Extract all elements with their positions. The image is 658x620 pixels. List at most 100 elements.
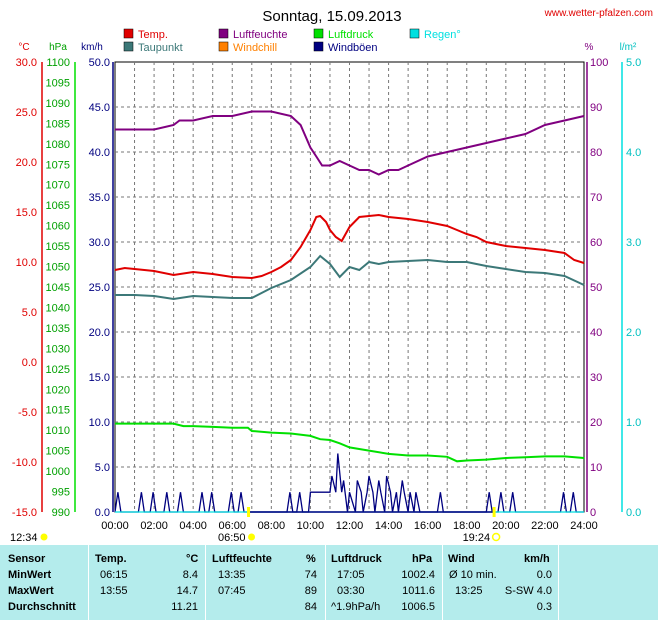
temp-tick-label: 10.0 [16,257,37,269]
legend-label: Regen° [424,29,461,41]
humidity-tick-label: 60 [590,237,602,249]
wind-tick-label: 50.0 [89,57,110,69]
legend-label: Windchill [233,42,277,54]
temp-value: 14.7 [176,585,198,597]
humidity-tick-label: 100 [590,57,608,69]
legend-swatch [313,41,324,52]
time-tick-label: 14:00 [375,520,403,532]
wind-tick-label: 25.0 [89,282,110,294]
legend-label: Luftdruck [328,29,374,41]
wind-value: S-SW 4.0 [504,585,552,597]
temp-tick-label: 25.0 [16,107,37,119]
statistics-table: Sensor Temp. °C Luftfeuchte % Luftdruck … [0,545,658,620]
sun-tick-marker [492,507,496,517]
wind-time: 13:25 [455,585,483,597]
humidity-value: 84 [304,601,317,613]
time-tick-label: 00:00 [101,520,129,532]
pressure-tick-label: 1090 [46,98,70,110]
rain-tick-label: 3.0 [626,237,641,249]
header-temp-unit: °C [186,553,199,565]
wind-value: 0.0 [536,569,552,581]
wind-tick-label: 30.0 [89,237,110,249]
rain-tick-label: 0.0 [626,507,641,519]
time-tick-label: 10:00 [297,520,325,532]
pressure-tick-label: 1070 [46,180,70,192]
temp-tick-label: 5.0 [22,307,37,319]
temp-tick-label: 0.0 [22,357,37,369]
column-divider [205,545,206,620]
legend-label: Luftfeuchte [233,29,287,41]
legend-label: Taupunkt [138,42,183,54]
temp-time: 06:15 [100,569,128,581]
humidity-value: 74 [304,569,317,581]
series-luftdruck-line [115,422,585,463]
sunrise-label: 06:50 [218,532,246,544]
time-tick-label: 08:00 [258,520,286,532]
pressure-value: 1002.4 [401,569,435,581]
header-sensor: Sensor [8,553,46,565]
header-humidity: Luftfeuchte [212,553,272,565]
wind-unit-label: km/h [81,42,103,53]
time-tick-label: 20:00 [492,520,520,532]
humidity-tick-label: 70 [590,192,602,204]
time-tick-label: 04:00 [179,520,207,532]
humidity-tick-label: 0 [590,507,596,519]
humidity-tick-label: 90 [590,102,602,114]
temp-tick-label: -10.0 [12,457,37,469]
row-label: MaxWert [8,585,54,597]
time-tick-label: 06:00 [218,520,246,532]
temp-value: 11.21 [171,601,198,613]
series-taupunkt-line [115,254,585,301]
temp-tick-label: 30.0 [16,57,37,69]
pressure-value: 1011.6 [402,585,435,597]
legend-swatch [218,28,229,39]
chart-legend: Temp. Luftfeuchte Luftdruck Regen° Taupunkt W… [123,28,461,54]
humidity-time: 07:45 [218,585,246,597]
time-tick-label: 22:00 [531,520,559,532]
wind-value: 0.3 [536,601,552,613]
site-link[interactable]: www.wetter-pfalzen.com [544,8,653,19]
pressure-tick-label: 995 [52,487,70,499]
moonrise-label: 12:34 [10,532,38,544]
legend-swatch [123,28,134,39]
wind-tick-label: 20.0 [89,327,110,339]
pressure-tick-label: 1050 [46,262,70,274]
chart-title: Sonntag, 15.09.2013 [262,8,401,25]
sun-tick-marker [247,507,251,517]
humidity-tick-label: 80 [590,147,602,159]
moonrise-icon [40,533,48,541]
grid [115,62,584,512]
pressure-tick-label: 990 [52,507,70,519]
weather-chart: Sonntag, 15.09.2013 www.wetter-pfalzen.c… [10,8,653,544]
pressure-tick-label: 1030 [46,343,70,355]
pressure-tick-label: 1075 [46,159,70,171]
temp-tick-label: 20.0 [16,157,37,169]
sunrise-icon [248,533,256,541]
sunset-icon [491,532,501,542]
humidity-tick-label: 30 [590,372,602,384]
pressure-time: 03:30 [337,585,365,597]
wind-tick-label: 10.0 [89,417,110,429]
humidity-tick-label: 10 [590,462,602,474]
column-divider [88,545,89,620]
pressure-tick-label: 1100 [46,57,70,69]
wind-tick-label: 15.0 [89,372,110,384]
humidity-time: 13:35 [218,569,246,581]
legend-label: Windböen [328,42,378,54]
pressure-tick-label: 1020 [46,384,70,396]
pressure-unit-label: hPa [49,42,67,53]
pressure-tick-label: 1015 [46,405,70,417]
rain-unit-label: l/m² [620,42,637,53]
legend-swatch [123,41,134,52]
pressure-time: 17:05 [337,569,365,581]
pressure-tick-label: 1065 [46,200,70,212]
temp-tick-label: -5.0 [18,407,37,419]
axis-ticks: 30.0 25.0 20.0 15.0 10.0 5.0 0.0 -5.0 -10.0 -15.0… [12,57,641,532]
pressure-value: 1006.5 [401,601,435,613]
row-label: Durchschnitt [8,601,76,613]
row-label: MinWert [8,569,52,581]
humidity-value: 89 [304,585,317,597]
pressure-tick-label: 1040 [46,302,70,314]
time-tick-label: 24:00 [570,520,598,532]
legend-label: Temp. [138,29,168,41]
